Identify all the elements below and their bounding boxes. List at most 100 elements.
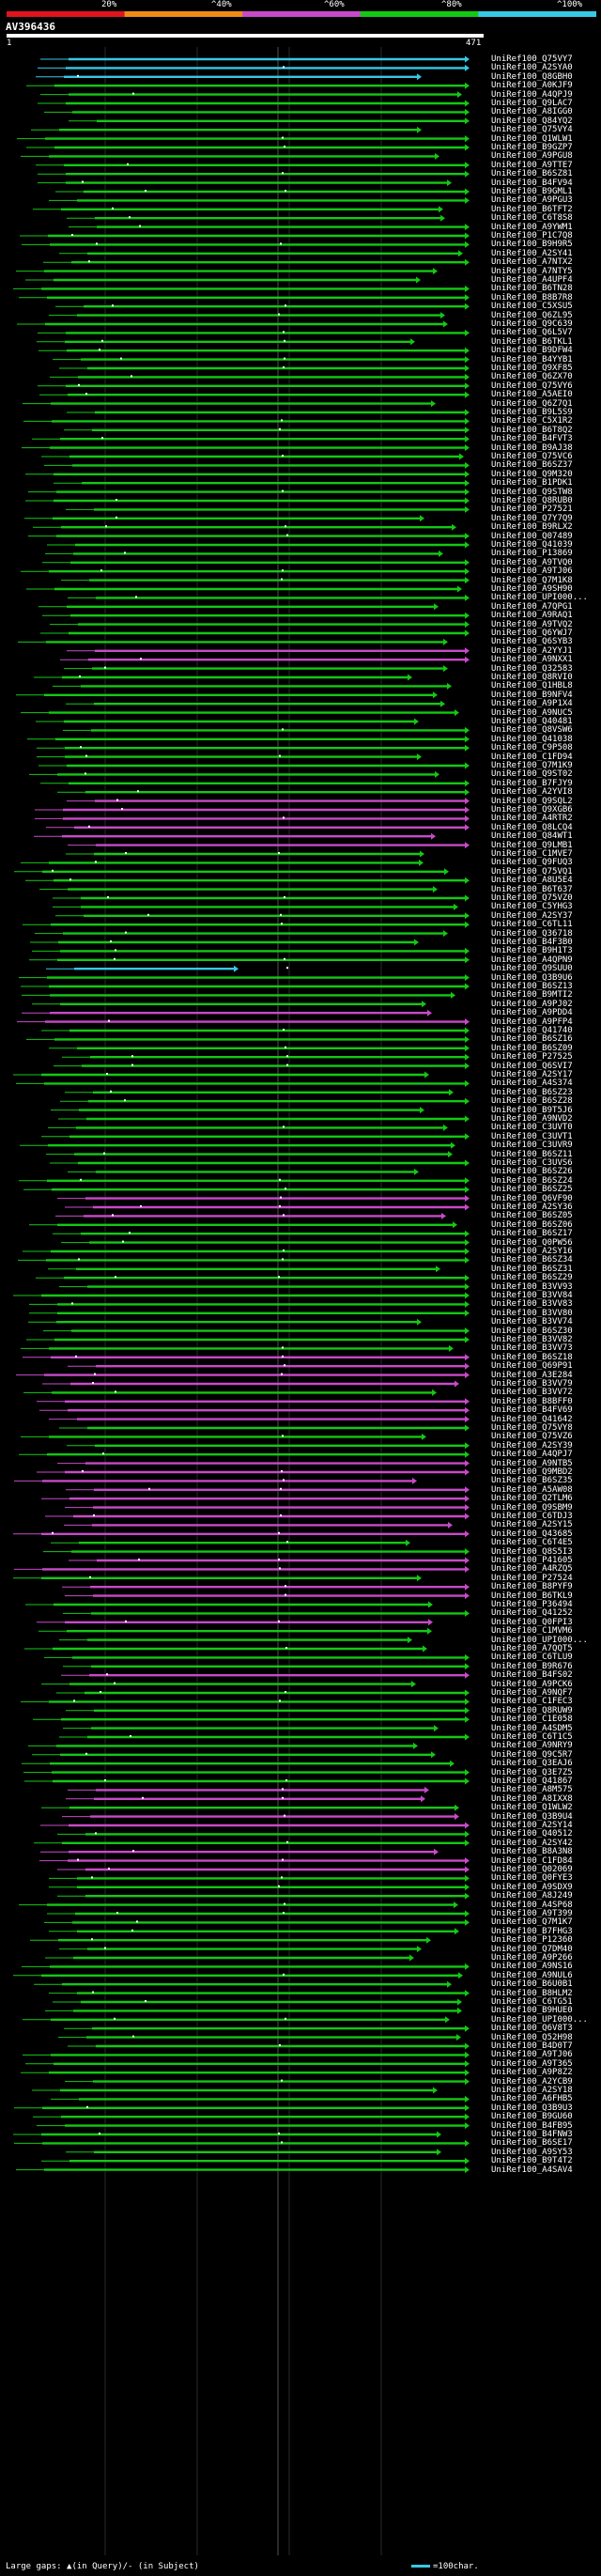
hit-row[interactable]: [35, 806, 470, 814]
hit-name-link[interactable]: UniRef100_B3VV93: [491, 1281, 573, 1292]
hit-row[interactable]: [41, 1681, 416, 1688]
hit-name-link[interactable]: UniRef100_Q6ZL95: [491, 310, 573, 320]
hit-row[interactable]: [25, 497, 470, 504]
hit-name-link[interactable]: UniRef100_A9PJ02: [491, 999, 573, 1009]
hit-row[interactable]: [23, 2016, 450, 2024]
hit-row[interactable]: [43, 258, 470, 266]
hit-name-link[interactable]: UniRef100_Q3B9U3: [491, 2103, 573, 2113]
hit-name-link[interactable]: UniRef100_A4QPJ7: [491, 1450, 573, 1460]
hit-name-link[interactable]: UniRef100_C3UVR9: [491, 1141, 573, 1151]
hit-row[interactable]: [51, 2095, 470, 2103]
hit-name-link[interactable]: UniRef100_B6SZ24: [491, 1175, 573, 1186]
hit-name-link[interactable]: UniRef100_A6FHB5: [491, 2094, 573, 2104]
hit-name-link[interactable]: UniRef100_A9P8Z2: [491, 2068, 573, 2078]
hit-row[interactable]: [21, 709, 459, 717]
hit-row[interactable]: [31, 126, 422, 133]
hit-row[interactable]: [38, 100, 470, 107]
hit-name-link[interactable]: UniRef100_Q0FPI3: [491, 1617, 573, 1627]
hit-row[interactable]: [45, 550, 443, 557]
hit-name-link[interactable]: UniRef100_P27525: [491, 1052, 573, 1063]
hit-name-link[interactable]: UniRef100_B4FNW3: [491, 2130, 573, 2139]
hit-name-link[interactable]: UniRef100_Q3EAJ6: [491, 1759, 573, 1769]
hit-name-link[interactable]: UniRef100_A8M575: [491, 1785, 573, 1795]
hit-name-link[interactable]: UniRef100_C6TDJ3: [491, 1512, 573, 1521]
hit-name-link[interactable]: UniRef100_A2YCB9: [491, 2076, 573, 2087]
hit-row[interactable]: [48, 1265, 440, 1273]
hit-row[interactable]: [33, 206, 443, 213]
hit-name-link[interactable]: UniRef100_Q75VY8: [491, 1423, 573, 1433]
hit-row[interactable]: [67, 647, 470, 655]
hit-row[interactable]: [16, 691, 438, 699]
hit-name-link[interactable]: UniRef100_B3VV82: [491, 1335, 573, 1344]
hit-row[interactable]: [26, 1035, 470, 1043]
hit-row[interactable]: [44, 1653, 470, 1661]
hit-name-link[interactable]: UniRef100_B9R676: [491, 1661, 573, 1671]
hit-name-link[interactable]: UniRef100_Q75VZ0: [491, 893, 573, 903]
hit-row[interactable]: [28, 533, 470, 540]
hit-row[interactable]: [45, 1954, 414, 1962]
hit-name-link[interactable]: UniRef100_B1PDK1: [491, 478, 573, 489]
hit-row[interactable]: [46, 965, 288, 972]
hit-name-link[interactable]: UniRef100_A9YWM1: [491, 222, 573, 232]
hit-name-link[interactable]: UniRef100_B9L5S9: [491, 408, 573, 417]
hit-row[interactable]: [66, 1486, 470, 1494]
hit-name-link[interactable]: UniRef100_B9T4T2: [491, 2156, 573, 2166]
hit-row[interactable]: [51, 1107, 424, 1114]
hit-name-link[interactable]: UniRef100_B4F3B0: [491, 938, 573, 947]
hit-row[interactable]: [29, 1221, 457, 1229]
hit-row[interactable]: [23, 400, 436, 408]
hit-row[interactable]: [28, 1742, 418, 1749]
hit-row[interactable]: [53, 356, 470, 364]
hit-name-link[interactable]: UniRef100_B6T637: [491, 884, 573, 894]
hit-name-link[interactable]: UniRef100_B7FJY9: [491, 778, 573, 788]
hit-row[interactable]: [19, 294, 470, 302]
hit-row[interactable]: [23, 1354, 470, 1361]
hit-name-link[interactable]: UniRef100_A7NTY5: [491, 266, 573, 276]
hit-row[interactable]: [53, 894, 470, 902]
hit-row[interactable]: [49, 1928, 459, 1935]
hit-row[interactable]: [37, 753, 422, 761]
hit-row[interactable]: [59, 365, 470, 372]
hit-row[interactable]: [59, 1283, 470, 1291]
hit-name-link[interactable]: UniRef100_A9TTE7: [491, 160, 573, 170]
hit-name-link[interactable]: UniRef100_A9T399: [491, 1909, 573, 1918]
hit-row[interactable]: [40, 91, 462, 99]
hit-name-link[interactable]: UniRef100_UPI000...: [491, 1635, 588, 1645]
hit-name-link[interactable]: UniRef100_Q75VQ1: [491, 866, 573, 877]
hit-name-link[interactable]: UniRef100_Q32583: [491, 663, 573, 674]
hit-name-link[interactable]: UniRef100_Q9MBD2: [491, 1467, 573, 1477]
hit-row[interactable]: [39, 762, 470, 769]
hit-row[interactable]: [64, 665, 448, 673]
hit-name-link[interactable]: UniRef100_P13869: [491, 549, 573, 559]
hit-name-link[interactable]: UniRef100_Q02069: [491, 1865, 573, 1874]
hit-name-link[interactable]: UniRef100_Q41740: [491, 1026, 573, 1035]
hit-name-link[interactable]: UniRef100_C1MVM6: [491, 1626, 573, 1637]
hit-row[interactable]: [23, 2051, 470, 2058]
hit-name-link[interactable]: UniRef100_P27521: [491, 504, 573, 515]
hit-name-link[interactable]: UniRef100_A9RAQ1: [491, 611, 573, 621]
hit-row[interactable]: [49, 1045, 470, 1052]
hit-name-link[interactable]: UniRef100_Q9LAC7: [491, 99, 573, 108]
hit-row[interactable]: [45, 1513, 470, 1520]
hit-name-link[interactable]: UniRef100_Q75VY4: [491, 125, 573, 135]
hit-row[interactable]: [28, 489, 470, 496]
hit-row[interactable]: [69, 117, 470, 125]
hit-name-link[interactable]: UniRef100_Q41252: [491, 1608, 573, 1619]
hit-name-link[interactable]: UniRef100_Q7Y7Q9: [491, 513, 573, 523]
hit-row[interactable]: [34, 674, 412, 681]
hit-row[interactable]: [40, 629, 470, 637]
hit-row[interactable]: [40, 1822, 470, 1829]
hit-name-link[interactable]: UniRef100_Q9C5R7: [491, 1749, 573, 1760]
hit-name-link[interactable]: UniRef100_A2SY37: [491, 910, 573, 921]
hit-row[interactable]: [69, 224, 470, 231]
hit-name-link[interactable]: UniRef100_Q84WT1: [491, 831, 573, 842]
hit-name-link[interactable]: UniRef100_Q0PW56: [491, 1237, 573, 1248]
hit-name-link[interactable]: UniRef100_B8A3N8: [491, 1847, 573, 1857]
hit-row[interactable]: [39, 1857, 470, 1865]
hit-row[interactable]: [40, 1848, 439, 1855]
hit-row[interactable]: [49, 1416, 470, 1423]
hit-row[interactable]: [14, 1477, 417, 1484]
hit-name-link[interactable]: UniRef100_Q0FYE3: [491, 1873, 573, 1884]
hit-name-link[interactable]: UniRef100_B8B7R8: [491, 292, 573, 303]
hit-row[interactable]: [58, 2034, 461, 2041]
